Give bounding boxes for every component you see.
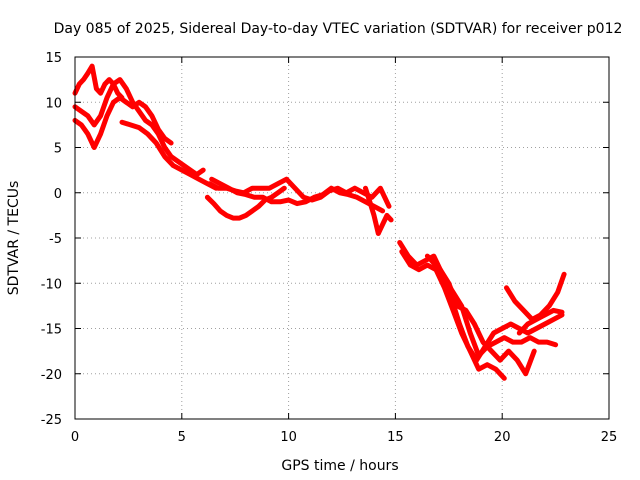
series-layer	[72, 63, 567, 381]
series-track-e	[209, 176, 386, 214]
y-tick-label: -5	[49, 232, 62, 247]
ticks: 0 5 10 15 20 25 15 10 5 0 -5 -10 -15 -20 -25	[41, 51, 618, 445]
series-track-l	[429, 258, 537, 377]
x-tick-label: 10	[280, 430, 297, 445]
y-tick-label: 10	[45, 96, 62, 111]
x-tick-label: 5	[178, 430, 186, 445]
x-tick-label: 15	[387, 430, 404, 445]
y-tick-label: 0	[54, 187, 62, 202]
x-axis-label: GPS time / hours	[281, 458, 398, 474]
series-track-b	[72, 77, 206, 178]
x-tick-label: 0	[71, 430, 79, 445]
y-tick-label: -15	[41, 323, 62, 338]
x-tick-label: 20	[494, 430, 511, 445]
series-track-c	[72, 95, 174, 150]
y-tick-label: -25	[41, 413, 62, 428]
y-tick-label: 5	[54, 142, 62, 157]
series-track-n	[516, 307, 565, 336]
series-track-h	[363, 185, 394, 236]
y-tick-label: -10	[41, 277, 62, 292]
series-track-j	[399, 249, 507, 381]
x-tick-label: 25	[601, 430, 618, 445]
y-tick-label: -20	[41, 368, 62, 383]
y-axis-label: SDTVAR / TECUs	[6, 181, 22, 296]
series-track-f	[207, 176, 392, 209]
chart-title: Day 085 of 2025, Sidereal Day-to-day VTE…	[54, 21, 623, 37]
series-track-d	[119, 119, 219, 191]
y-tick-label: 15	[45, 51, 62, 66]
series-track-g	[204, 185, 287, 221]
